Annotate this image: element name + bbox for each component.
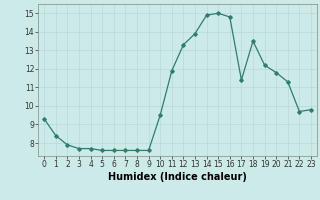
X-axis label: Humidex (Indice chaleur): Humidex (Indice chaleur) bbox=[108, 172, 247, 182]
